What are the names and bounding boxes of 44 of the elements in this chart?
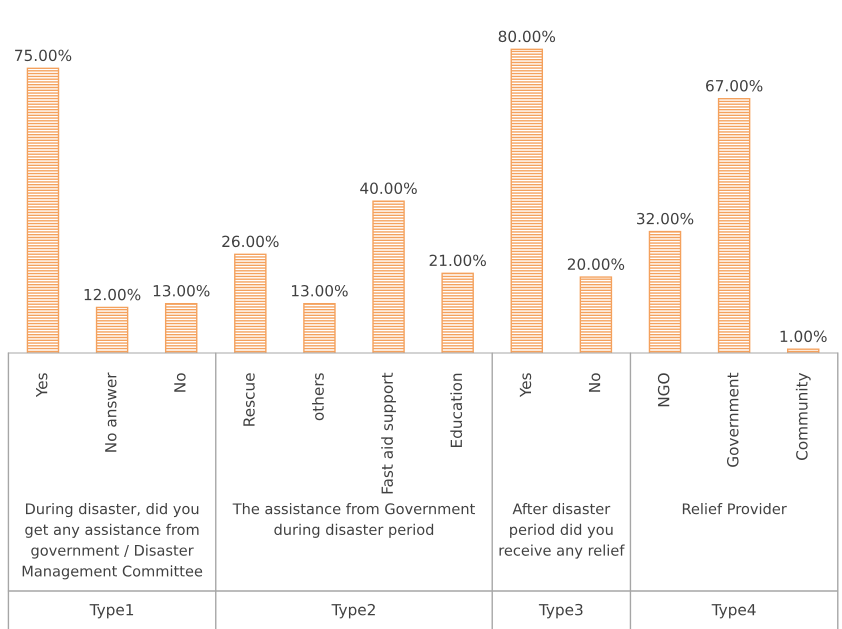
bar — [303, 302, 336, 353]
x-tick-label: Community — [796, 372, 811, 460]
x-tick-label: Yes — [36, 373, 48, 398]
x-tick-label: No — [588, 373, 600, 392]
text: Type4 — [712, 604, 756, 618]
x-tick-label: others — [312, 373, 324, 420]
data-label: 80.00% — [498, 30, 556, 42]
text: After disaster period did you receive any relief — [500, 503, 625, 559]
x-tick-label: Education — [450, 374, 462, 448]
data-label: 21.00% — [430, 254, 486, 266]
x-tick-label: NGO — [658, 373, 670, 406]
bar — [648, 230, 682, 353]
text: Relief Provider — [682, 503, 787, 514]
data-label: 67.00% — [706, 80, 762, 92]
bar — [510, 48, 544, 353]
bar — [234, 254, 267, 353]
text: Type2 — [332, 604, 375, 618]
x-tick-label: Government — [726, 372, 739, 467]
text: The assistance from Government during disaster period — [232, 503, 475, 538]
data-label: 20.00% — [568, 258, 624, 270]
x-tick-label: Yes — [520, 373, 532, 398]
data-label: 12.00% — [84, 288, 140, 300]
data-label: 75.00% — [15, 50, 72, 62]
bar — [96, 306, 128, 353]
bar — [441, 272, 474, 353]
x-tick-label: No — [174, 373, 186, 392]
bar — [372, 200, 405, 353]
text: Type1 — [90, 604, 134, 618]
bar — [164, 302, 198, 353]
bar — [718, 98, 750, 353]
bar — [786, 348, 820, 353]
text: Type3 — [538, 604, 583, 618]
bar — [26, 68, 60, 353]
x-tick-label: No answer — [105, 372, 117, 452]
data-label: 13.00% — [292, 284, 348, 297]
data-label: 26.00% — [222, 236, 279, 248]
data-label: 13.00% — [154, 284, 210, 297]
x-tick-label: Rescue — [243, 373, 255, 426]
x-tick-label: Fast aid support — [381, 372, 396, 494]
bar — [580, 276, 612, 353]
data-label: 32.00% — [637, 212, 694, 224]
text: During disaster, did you get any assistance from government / Disaster Management Committee — [22, 503, 202, 580]
data-label: 40.00% — [360, 182, 417, 194]
data-label: 1.00% — [780, 330, 827, 342]
